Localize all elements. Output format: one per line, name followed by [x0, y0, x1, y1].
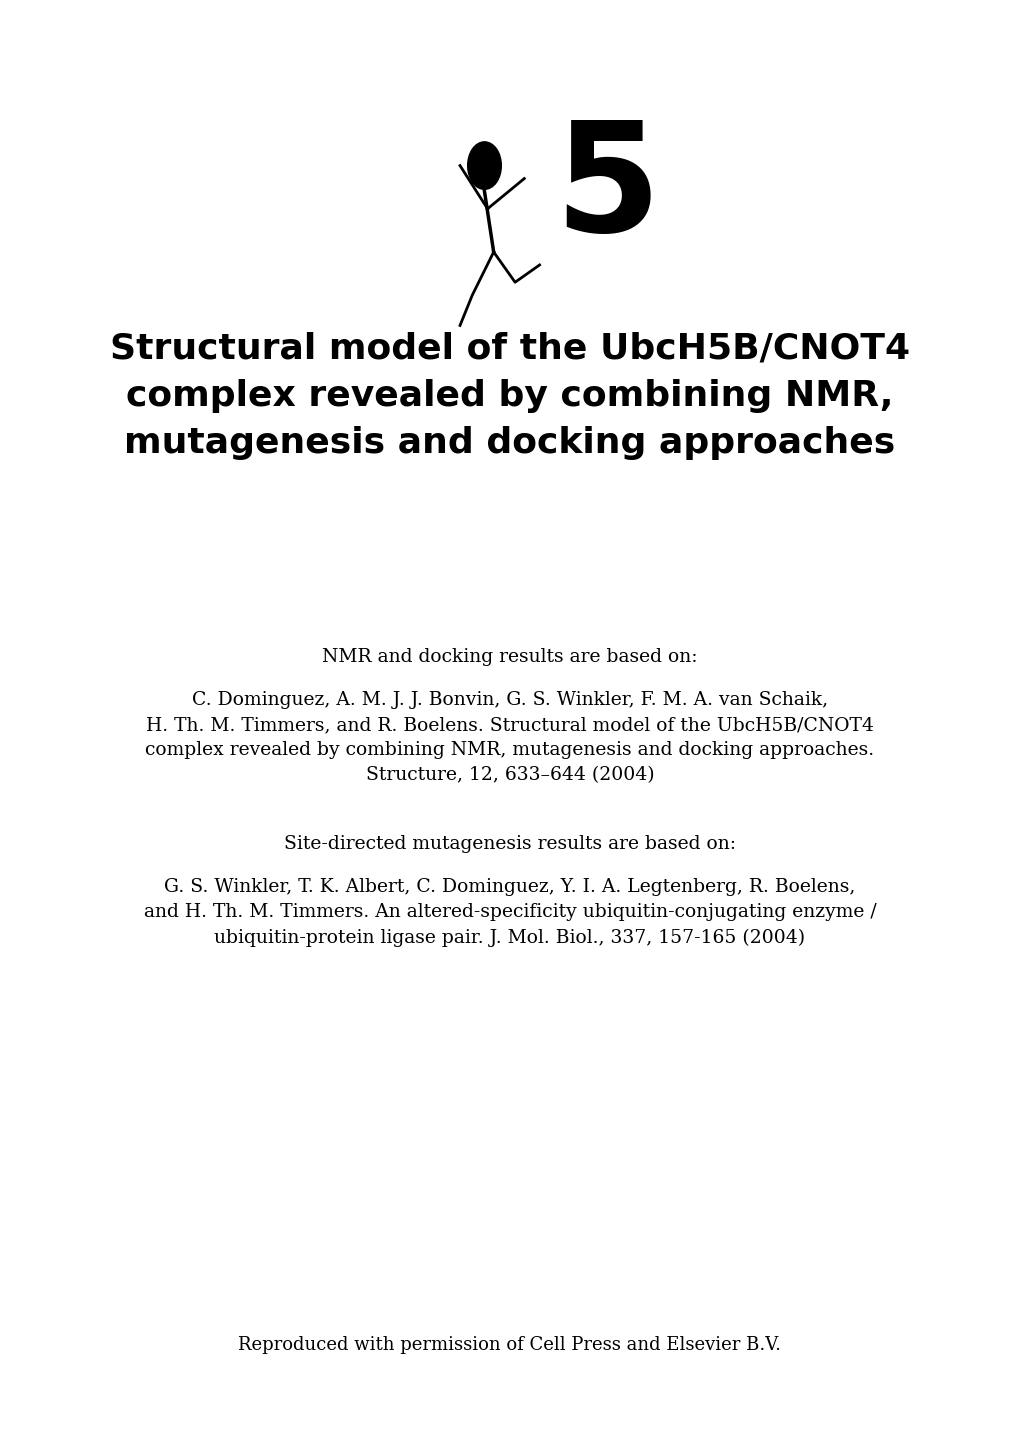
Text: NMR and docking results are based on:: NMR and docking results are based on:: [322, 648, 697, 665]
Text: G. S. Winkler, T. K. Albert, C. Dominguez, Y. I. A. Legtenberg, R. Boelens,
and : G. S. Winkler, T. K. Albert, C. Domingue…: [144, 878, 875, 946]
Text: C. Dominguez, A. M. J. J. Bonvin, G. S. Winkler, F. M. A. van Schaik,
H. Th. M. : C. Dominguez, A. M. J. J. Bonvin, G. S. …: [146, 691, 873, 785]
Circle shape: [468, 141, 501, 189]
Text: Site-directed mutagenesis results are based on:: Site-directed mutagenesis results are ba…: [283, 835, 736, 852]
Text: 5: 5: [553, 115, 659, 264]
Text: Structural model of the UbcH5B/CNOT4
complex revealed by combining NMR,
mutagene: Structural model of the UbcH5B/CNOT4 com…: [110, 331, 909, 461]
Text: Reproduced with permission of Cell Press and Elsevier B.V.: Reproduced with permission of Cell Press…: [238, 1336, 781, 1354]
